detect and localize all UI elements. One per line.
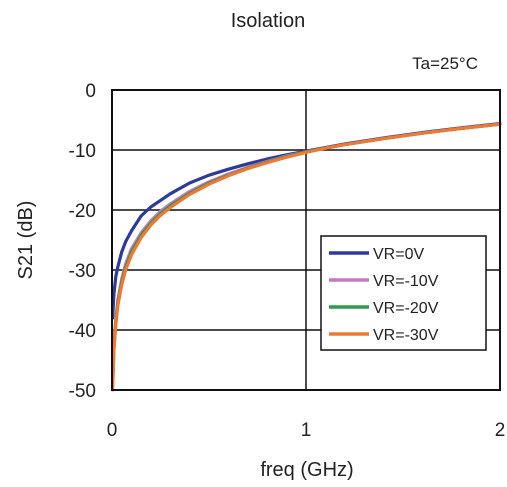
y-tick-label: -30 bbox=[69, 261, 96, 282]
x-axis-label: freq (GHz) bbox=[260, 459, 353, 481]
y-tick-label: 0 bbox=[85, 81, 96, 102]
legend-box bbox=[320, 235, 487, 351]
y-tick-label: -20 bbox=[69, 201, 96, 222]
legend-label: VR=-10V bbox=[373, 273, 439, 290]
y-axis-label: S21 (dB) bbox=[15, 201, 37, 280]
legend-label: VR=0V bbox=[373, 246, 424, 263]
chart-title: Isolation bbox=[231, 10, 306, 32]
x-tick-label: 1 bbox=[301, 420, 312, 441]
y-tick-label: -40 bbox=[69, 321, 96, 342]
series-lines bbox=[110, 121, 502, 392]
x-tick-label: 0 bbox=[107, 420, 118, 441]
tick-labels: 0 -10 -20 -30 -40 -50 0 1 2 bbox=[69, 81, 506, 441]
temperature-annotation: Ta=25°C bbox=[412, 54, 478, 73]
y-tick-label: -10 bbox=[69, 141, 96, 162]
plot-frame bbox=[111, 89, 501, 391]
series-line-vr-30v bbox=[110, 122, 502, 392]
x-tick-label: 2 bbox=[495, 420, 506, 441]
y-tick-label: -50 bbox=[69, 381, 96, 402]
legend-label: VR=-30V bbox=[373, 327, 439, 344]
legend-label: VR=-20V bbox=[373, 300, 439, 317]
legend: VR=0V VR=-10V VR=-20V VR=-30V bbox=[320, 235, 487, 351]
